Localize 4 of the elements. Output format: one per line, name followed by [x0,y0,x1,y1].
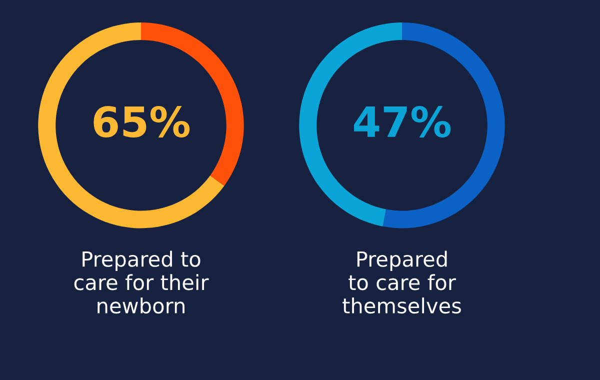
text: Prepared to care for their newborn [74,250,209,314]
data-label: 47% [354,106,451,138]
text: Prepared to care for themselves [342,250,461,314]
data-label: 65% [94,106,190,138]
